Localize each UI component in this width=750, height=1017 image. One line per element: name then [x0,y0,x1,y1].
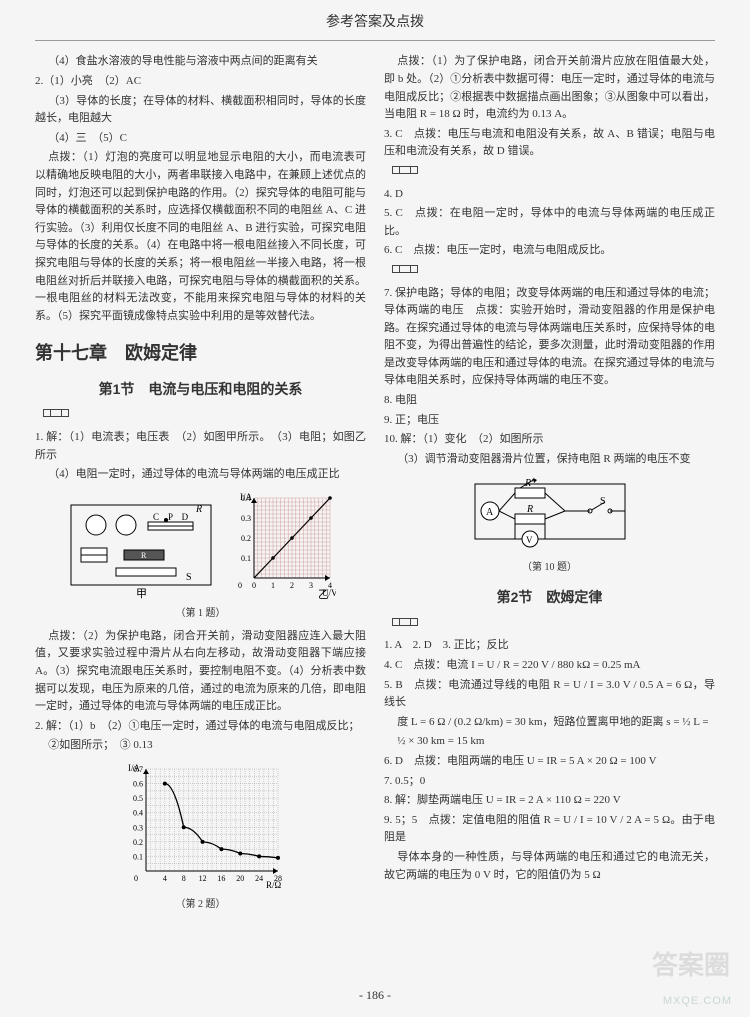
circuit-diagram-icon: A R' R V S [465,474,635,554]
svg-text:3: 3 [309,581,313,590]
left-column: （4）食盐水溶液的导电性能与溶液中两点间的距离有关 2.（1）小亮 （2）AC … [35,51,366,919]
svg-text:S: S [600,496,606,507]
text: 10. 解：（1）变化 （2）如图所示 [384,431,715,449]
svg-text:乙: 乙 [318,588,329,600]
text: 7. 0.5；0 [384,773,715,791]
figure-caption: （第 1 题） [35,606,366,622]
text: 8. 解：脚垫两端电压 U = IR = 2 A × 110 Ω = 220 V [384,792,715,810]
text: 5. B 点拨：电流通过导线的电阻 R = U / I = 3.0 V / 0.… [384,677,715,712]
figure-2: 4812162024280.10.20.30.40.50.60.7I/AR/Ω0 [35,761,366,891]
svg-text:R: R [195,504,202,515]
svg-text:0: 0 [134,874,138,883]
divider-icon [392,166,418,174]
header-title: 参考答案及点拨 [326,15,424,30]
text: 1. 解：（1）电流表；电压表 （2）如图甲所示。 （3）电阻；如图乙所示 [35,429,366,464]
svg-text:0.1: 0.1 [133,852,143,861]
svg-text:R/Ω: R/Ω [266,880,282,890]
svg-text:12: 12 [198,874,206,883]
svg-text:R: R [526,504,533,515]
text: 7. 保护电路；导体的电阻；改变导体两端的电压和通过导体的电流；导体两端的电压 … [384,285,715,391]
svg-text:0.4: 0.4 [133,809,143,818]
text: ②如图所示； ③ 0.13 [35,737,366,755]
text: 导体本身的一种性质，与导体两端的电压和通过它的电流无关，故它两端的电压为 0 V… [384,849,715,884]
svg-text:R: R [141,551,147,560]
line-chart: 012340.10.20.30.4I/AU/V0乙 [226,490,336,600]
svg-text:2: 2 [290,581,294,590]
watermark: 答案圈 [652,945,730,987]
text: （4）三 （5）C [35,130,366,148]
svg-text:0.2: 0.2 [133,838,143,847]
text: 4. C 点拨：电流 I = U / R = 220 V / 880 kΩ = … [384,657,715,675]
svg-text:S: S [186,572,192,583]
text: 5. C 点拨：在电阻一定时，导体中的电流与导体两端的电压成正比。 [384,205,715,240]
text: （3）导体的长度；在导体的材料、横截面积相同时，导体的长度越长，电阻越大 [35,93,366,128]
divider-icon [392,265,418,273]
page-number: - 186 - [0,986,750,1005]
section-title: 第2节 欧姆定律 [384,586,715,608]
text: ½ × 30 km = 15 km [384,733,715,751]
page-header: 参考答案及点拨 [35,0,715,41]
text: （4）食盐水溶液的导电性能与溶液中两点间的距离有关 [35,53,366,71]
curve-chart: 4812162024280.10.20.30.40.50.60.7I/AR/Ω0 [116,761,286,891]
text: 2. 解：（1）b （2）①电压一定时，通过导体的电流与电阻成反比； [35,718,366,736]
right-column: 点拨：（1）为了保护电路，闭合开关前滑片应放在阻值最大处，即 b 处。（2）①分… [384,51,715,919]
text: （4）电阻一定时，通过导体的电流与导体两端的电压成正比 [35,466,366,484]
chapter-title: 第十七章 欧姆定律 [35,339,366,368]
svg-text:C P D: C P D [153,512,189,522]
svg-text:甲: 甲 [136,588,147,600]
svg-text:16: 16 [217,874,225,883]
figure-caption: （第 2 题） [35,897,366,913]
text: 4. D [384,186,715,204]
svg-text:0: 0 [252,581,256,590]
watermark-url: MXQE.COM [663,993,732,1011]
svg-text:20: 20 [236,874,244,883]
text: 8. 电阻 [384,392,715,410]
divider-icon [43,409,69,417]
svg-text:0.6: 0.6 [133,780,143,789]
text: 6. D 点拨：电阻两端的电压 U = IR = 5 A × 20 Ω = 10… [384,753,715,771]
svg-text:0.2: 0.2 [241,534,251,543]
text: 点拨：（1）灯泡的亮度可以明显地显示电阻的大小，而电流表可以精确地反映电阻的大小… [35,149,366,325]
svg-text:4: 4 [162,874,166,883]
svg-text:0.3: 0.3 [241,514,251,523]
text: 点拨：（2）为保护电路，闭合开关前，滑动变阻器应连入最大阻值，又要求实验过程中滑… [35,628,366,716]
text: 2.（1）小亮 （2）AC [35,73,366,91]
figure-caption: （第 10 题） [384,560,715,576]
text: 9. 正；电压 [384,412,715,430]
svg-text:24: 24 [255,874,263,883]
svg-text:I/A: I/A [128,763,140,773]
svg-text:R': R' [524,478,534,489]
text: 6. C 点拨：电压一定时，电流与电阻成反比。 [384,242,715,260]
figure-3: A R' R V S [384,474,715,554]
columns: （4）食盐水溶液的导电性能与溶液中两点间的距离有关 2.（1）小亮 （2）AC … [0,51,750,919]
text: 1. A 2. D 3. 正比；反比 [384,637,715,655]
svg-text:I/A: I/A [240,492,252,502]
text: 点拨：（1）为了保护电路，闭合开关前滑片应放在阻值最大处，即 b 处。（2）①分… [384,53,715,123]
circuit-diagram-icon: C P D R A B S 甲 R [66,490,216,600]
svg-text:8: 8 [181,874,185,883]
text: 9. 5；5 点拨：定值电阻的阻值 R = U / I = 10 V / 2 A… [384,812,715,847]
svg-text:0.1: 0.1 [241,554,251,563]
svg-text:V: V [526,535,533,545]
figure-1: C P D R A B S 甲 R 012340.10.20.30.4I/AU/… [35,490,366,600]
svg-text:0.5: 0.5 [133,794,143,803]
section-title: 第1节 电流与电压和电阻的关系 [35,378,366,400]
text: 度 L = 6 Ω / (0.2 Ω/km) = 30 km，短路位置离甲地的距… [384,714,715,732]
divider-icon [392,618,418,626]
svg-text:A: A [486,507,494,518]
text: （3）调节滑动变阻器滑片位置，保持电阻 R 两端的电压不变 [384,451,715,469]
text: 3. C 点拨：电压与电流和电阻没有关系，故 A、B 错误；电阻与电压和电流没有… [384,126,715,161]
svg-text:0: 0 [238,581,242,590]
svg-text:0.3: 0.3 [133,823,143,832]
svg-text:1: 1 [271,581,275,590]
